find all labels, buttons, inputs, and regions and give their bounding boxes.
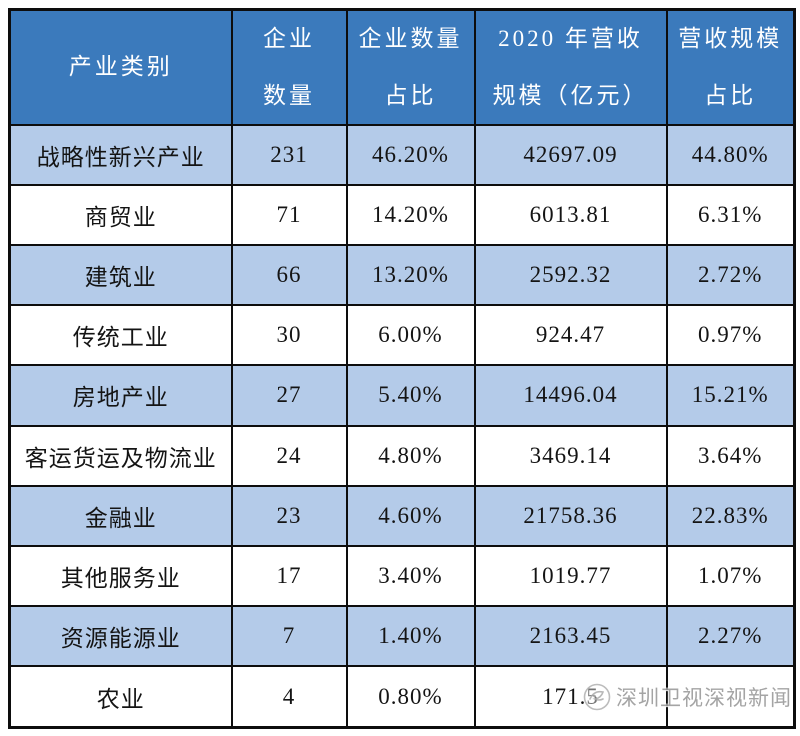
column-header-line: 占比: [384, 82, 437, 108]
value-cell: 231: [230, 123, 348, 186]
category-cell: 房地产业: [8, 364, 233, 427]
value-cell: 24: [230, 424, 348, 487]
value-cell: 14496.04: [473, 364, 668, 427]
value-cell: 1.07%: [665, 544, 796, 608]
column-header-2: 企业数量 占比: [345, 8, 476, 126]
value-cell: 23: [230, 484, 348, 547]
value-cell: 0.80%: [345, 665, 476, 729]
column-header-line: 企业: [263, 25, 315, 51]
table-row: 建筑业 66 13.20% 2592.32 2.72%: [8, 243, 796, 307]
value-cell: 0.97%: [665, 304, 796, 367]
table-row: 资源能源业 7 1.40% 2163.45 2.27%: [8, 605, 796, 668]
value-cell: 2.72%: [665, 243, 796, 307]
value-cell: 2163.45: [473, 605, 668, 668]
value-cell: 6.31%: [665, 183, 796, 246]
value-cell: [665, 665, 796, 729]
column-header-line: 产业类别: [68, 54, 173, 80]
value-cell: 1019.77: [473, 544, 668, 608]
category-cell: 建筑业: [8, 243, 233, 307]
value-cell: 30: [230, 304, 348, 367]
value-cell: 17: [230, 544, 348, 608]
table-row: 战略性新兴产业 231 46.20% 42697.09 44.80%: [8, 123, 796, 186]
category-cell: 金融业: [8, 484, 233, 547]
category-cell: 其他服务业: [8, 544, 233, 608]
value-cell: 14.20%: [345, 183, 476, 246]
table-row: 传统工业 30 6.00% 924.47 0.97%: [8, 304, 796, 367]
column-header-line: 数量: [263, 82, 315, 108]
category-cell: 商贸业: [8, 183, 233, 246]
value-cell: 3.64%: [665, 424, 796, 487]
value-cell: 5.40%: [345, 364, 476, 427]
column-header-line: 营收规模: [678, 25, 783, 51]
value-cell: 15.21%: [665, 364, 796, 427]
value-cell: 66: [230, 243, 348, 307]
value-cell: 2.27%: [665, 605, 796, 668]
data-table: 产业类别 企业 数量 企业数量 占比 2020 年营收 规模（亿元） 营收规模 占比 战略性新兴…: [8, 8, 796, 729]
category-cell: 农业: [8, 665, 233, 729]
table-row: 农业 4 0.80% 171.5: [8, 665, 796, 729]
value-cell: 46.20%: [345, 123, 476, 186]
value-cell: 6013.81: [473, 183, 668, 246]
industry-revenue-table: 产业类别 企业 数量 企业数量 占比 2020 年营收 规模（亿元） 营收规模 占比 战略性新兴…: [8, 8, 796, 729]
table-row: 金融业 23 4.60% 21758.36 22.83%: [8, 484, 796, 547]
table-row: 商贸业 71 14.20% 6013.81 6.31%: [8, 183, 796, 246]
column-header-line: 规模（亿元）: [492, 82, 649, 108]
value-cell: 71: [230, 183, 348, 246]
table-header: 产业类别 企业 数量 企业数量 占比 2020 年营收 规模（亿元） 营收规模 占比: [8, 8, 796, 126]
value-cell: 1.40%: [345, 605, 476, 668]
value-cell: 3.40%: [345, 544, 476, 608]
value-cell: 7: [230, 605, 348, 668]
column-header-line: 企业数量: [358, 25, 463, 51]
table-row: 房地产业 27 5.40% 14496.04 15.21%: [8, 364, 796, 427]
value-cell: 3469.14: [473, 424, 668, 487]
category-cell: 传统工业: [8, 304, 233, 367]
value-cell: 21758.36: [473, 484, 668, 547]
value-cell: 4: [230, 665, 348, 729]
column-header-line: 2020 年营收: [498, 25, 643, 51]
category-cell: 战略性新兴产业: [8, 123, 233, 186]
value-cell: 171.5: [473, 665, 668, 729]
table-row: 客运货运及物流业 24 4.80% 3469.14 3.64%: [8, 424, 796, 487]
value-cell: 4.80%: [345, 424, 476, 487]
value-cell: 924.47: [473, 304, 668, 367]
category-cell: 客运货运及物流业: [8, 424, 233, 487]
column-header-line: 占比: [704, 82, 757, 108]
table-row: 其他服务业 17 3.40% 1019.77 1.07%: [8, 544, 796, 608]
value-cell: 4.60%: [345, 484, 476, 547]
value-cell: 42697.09: [473, 123, 668, 186]
column-header-1: 企业 数量: [230, 8, 348, 126]
value-cell: 22.83%: [665, 484, 796, 547]
column-header-0: 产业类别: [8, 8, 233, 126]
value-cell: 6.00%: [345, 304, 476, 367]
value-cell: 13.20%: [345, 243, 476, 307]
value-cell: 27: [230, 364, 348, 427]
value-cell: 2592.32: [473, 243, 668, 307]
column-header-4: 营收规模 占比: [665, 8, 796, 126]
table-header-row: 产业类别 企业 数量 企业数量 占比 2020 年营收 规模（亿元） 营收规模 占比: [8, 8, 796, 126]
column-header-3: 2020 年营收 规模（亿元）: [473, 8, 668, 126]
category-cell: 资源能源业: [8, 605, 233, 668]
value-cell: 44.80%: [665, 123, 796, 186]
table-body: 战略性新兴产业 231 46.20% 42697.09 44.80% 商贸业 71 14.20…: [8, 123, 796, 729]
